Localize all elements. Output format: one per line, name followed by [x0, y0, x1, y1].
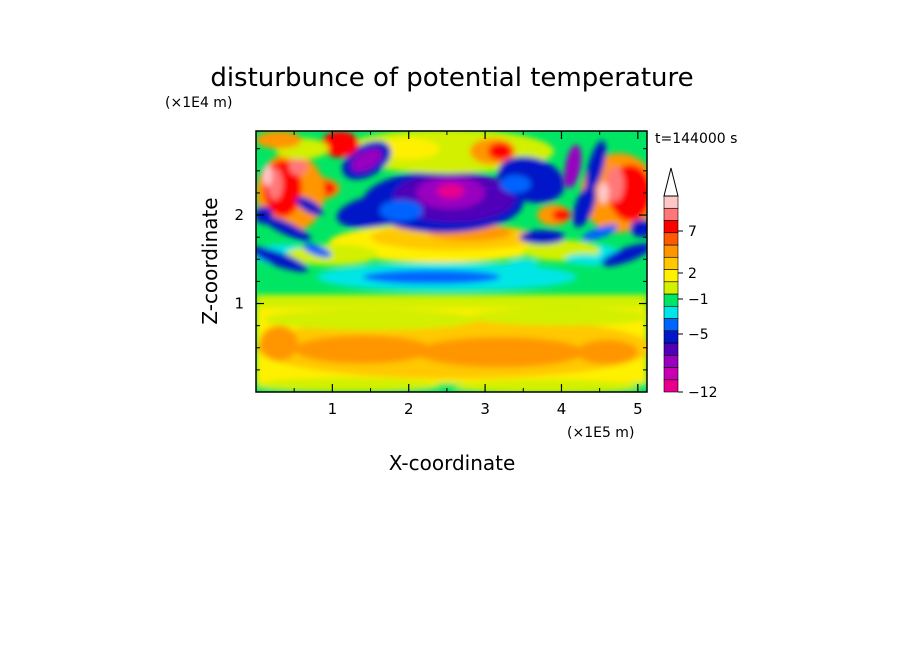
field-blob: [262, 215, 311, 241]
field-blob: [552, 208, 571, 222]
field-band: [256, 383, 647, 392]
field-blob: [564, 144, 582, 189]
colorbar-cell: [663, 305, 679, 319]
field-blob: [259, 325, 299, 362]
x-tick-label: 5: [633, 400, 643, 418]
colorbar-label: −12: [688, 385, 718, 401]
colorbar-label: −5: [688, 327, 709, 343]
field-blob: [256, 131, 302, 149]
colorbar-cell: [663, 244, 679, 258]
field-blob: [598, 182, 609, 204]
field-blob: [601, 243, 647, 267]
field-blob: [500, 175, 531, 193]
field-blob: [508, 259, 539, 269]
field-blob: [454, 379, 638, 392]
chart-title: disturbunce of potential temperature: [210, 63, 693, 93]
field-blob: [378, 138, 440, 160]
field-blob: [576, 339, 638, 365]
plot-field: [256, 131, 647, 392]
field-blob: [605, 166, 625, 202]
x-tick-label: 2: [404, 400, 414, 418]
y-axis-ticks: 12: [234, 148, 647, 371]
y-unit-label: (×1E4 m): [165, 95, 232, 111]
time-label: t=144000 s: [655, 131, 737, 147]
field-blob: [362, 269, 501, 285]
field-blob: [519, 230, 566, 245]
field-contours: [256, 131, 647, 392]
colorbar: 7 2 −1 −5 −12: [663, 167, 718, 401]
field-blob: [295, 196, 324, 216]
colorbar-cell: [663, 330, 679, 344]
x-axis-ticks: 1 2 3 4 5: [293, 131, 643, 418]
colorbar-cell: [663, 379, 679, 393]
y-tick-label: 2: [234, 206, 244, 224]
colorbar-label: 2: [688, 266, 697, 282]
field-blob: [256, 377, 440, 392]
x-tick-label: 4: [557, 400, 567, 418]
colorbar-label: 7: [688, 224, 697, 240]
x-unit-label: (×1E5 m): [567, 425, 634, 441]
field-blob: [630, 219, 647, 238]
field-blob: [351, 148, 382, 172]
field-blob: [585, 140, 606, 193]
plot-frame: [255, 130, 648, 393]
field-blob: [581, 224, 618, 241]
colorbar-cell: [663, 232, 679, 246]
field-blob: [320, 131, 360, 158]
colorbar-cell: [663, 207, 679, 221]
field-band: [256, 294, 647, 308]
colorbar-cell: [663, 269, 679, 283]
colorbar-cell: [663, 354, 679, 368]
colorbar-cell: [663, 342, 679, 356]
field-blob: [256, 246, 308, 272]
y-tick-label: 1: [234, 295, 244, 313]
y-axis-label: Z-coordinate: [198, 197, 222, 324]
field-blob: [436, 184, 465, 199]
colorbar-cell: [663, 220, 679, 234]
colorbar-extend-arrow: [663, 167, 679, 197]
field-blob: [262, 164, 273, 186]
colorbar-cell: [663, 256, 679, 270]
field-blob: [288, 157, 308, 176]
field-blob: [302, 243, 332, 258]
field-blob: [256, 206, 273, 224]
x-axis-label: X-coordinate: [389, 451, 516, 475]
colorbar-cell: [663, 293, 679, 307]
colorbar-cell: [663, 318, 679, 332]
field-blob: [379, 200, 423, 222]
field-blob: [488, 142, 513, 161]
x-tick-label: 1: [328, 400, 338, 418]
field-blob: [469, 307, 647, 326]
field-blob: [565, 253, 604, 265]
field-blob: [572, 185, 596, 228]
colorbar-label: −1: [688, 292, 709, 308]
colorbar-cell: [663, 367, 679, 381]
field-blob: [416, 337, 585, 368]
field-blob: [294, 335, 432, 364]
field-blob: [263, 308, 478, 331]
colorbar-cell: [663, 281, 679, 295]
x-tick-label: 3: [480, 400, 490, 418]
colorbar-cell: [663, 195, 679, 209]
